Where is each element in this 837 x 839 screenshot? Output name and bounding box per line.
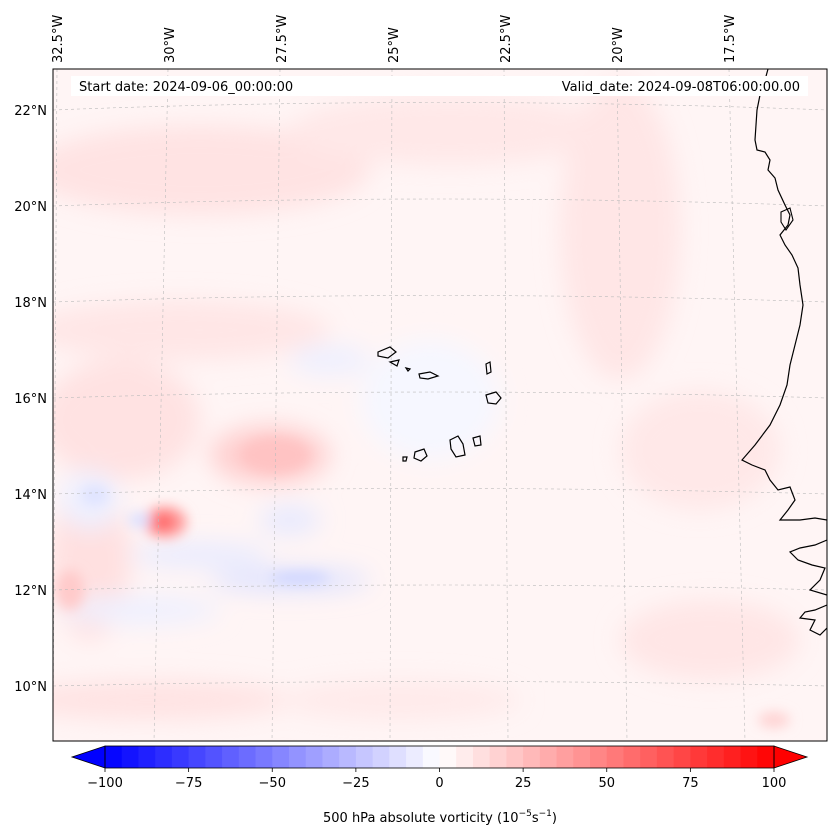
colorbar-ticks: −100 −75 −50 −25 0 25 50 75 100 — [87, 768, 786, 791]
colorbar-cell — [539, 746, 558, 768]
lat-tick-label: 14°N — [14, 488, 47, 503]
colorbar-extend-low — [70, 745, 106, 769]
colorbar-tick-label: 100 — [762, 776, 787, 791]
colorbar-tick-label: 75 — [682, 776, 699, 791]
gridlines — [53, 69, 827, 741]
map-frame — [52, 68, 828, 742]
colorbar-cell — [740, 746, 758, 768]
colorbar-cell — [222, 746, 240, 768]
colorbar-cell — [556, 746, 574, 768]
colorbar-cell — [138, 746, 156, 768]
lat-tick-label: 10°N — [14, 680, 47, 695]
colorbar-cell — [339, 746, 357, 768]
lat-tick-label: 12°N — [14, 584, 47, 599]
colorbar-tick-label: −100 — [87, 776, 123, 791]
colorbar-cell — [439, 746, 457, 768]
colorbar-cell — [406, 746, 424, 768]
valid-date-label: Valid_date: 2024-09-08T06:00:00.00 — [562, 80, 800, 95]
colorbar-cell — [322, 746, 340, 768]
colorbar-cell — [673, 746, 691, 768]
colorbar-tick-label: −25 — [342, 776, 369, 791]
colorbar-label: 500 hPa absolute vorticity (10−5s−1) — [323, 809, 557, 826]
lat-tick-label: 20°N — [14, 200, 47, 215]
colorbar-cell — [155, 746, 173, 768]
colorbar-cell — [489, 746, 507, 768]
lon-tick-label: 25°W — [387, 27, 402, 63]
colorbar-cell — [205, 746, 223, 768]
colorbar-tick-label: −75 — [175, 776, 202, 791]
colorbar-cell — [640, 746, 658, 768]
colorbar-extend-high — [773, 745, 809, 769]
lon-tick-label: 30°W — [163, 27, 178, 63]
latitude-labels: 22°N 20°N 18°N 16°N 14°N 12°N 10°N — [14, 104, 47, 695]
colorbar-cell — [372, 746, 390, 768]
colorbar-tick-label: 25 — [515, 776, 532, 791]
colorbar-cell — [305, 746, 323, 768]
colorbar-cell — [723, 746, 742, 768]
colorbar-cell — [707, 746, 725, 768]
longitude-labels: 32.5°W 30°W 27.5°W 25°W 22.5°W 20°W 17.5°W — [51, 15, 738, 63]
colorbar-cell — [255, 746, 273, 768]
date-info-box: Start date: 2024-09-06_00:00:00 Valid_da… — [71, 76, 808, 96]
lon-tick-label: 32.5°W — [51, 15, 66, 63]
africa-coastline-guinea — [798, 604, 827, 636]
cape-verde-islands — [377, 346, 502, 462]
colorbar-cell — [171, 746, 190, 768]
colorbar: −100 −75 −50 −25 0 25 50 75 100 500 hPa absolute… — [70, 745, 809, 826]
colorbar-cell — [656, 746, 675, 768]
lat-tick-label: 18°N — [14, 296, 47, 311]
lon-tick-label: 17.5°W — [723, 15, 738, 63]
lon-tick-label: 27.5°W — [275, 15, 290, 63]
lon-tick-label: 20°W — [611, 27, 626, 63]
colorbar-cell — [355, 746, 374, 768]
colorbar-cells — [105, 746, 775, 768]
colorbar-cell — [523, 746, 541, 768]
colorbar-cell — [288, 746, 307, 768]
lon-tick-label: 22.5°W — [499, 15, 514, 63]
colorbar-cell — [389, 746, 407, 768]
colorbar-cell — [472, 746, 491, 768]
colorbar-cell — [573, 746, 591, 768]
colorbar-cell — [690, 746, 708, 768]
colorbar-cell — [757, 746, 775, 768]
vorticity-field — [53, 69, 827, 741]
colorbar-tick-label: 0 — [435, 776, 443, 791]
start-date-label: Start date: 2024-09-06_00:00:00 — [79, 80, 293, 95]
colorbar-cell — [590, 746, 608, 768]
colorbar-cell — [188, 746, 206, 768]
colorbar-tick-label: −50 — [259, 776, 286, 791]
colorbar-tick-label: 50 — [598, 776, 615, 791]
colorbar-cell — [506, 746, 524, 768]
colorbar-cell — [623, 746, 641, 768]
colorbar-cell — [456, 746, 474, 768]
colorbar-cell — [238, 746, 257, 768]
colorbar-cell — [121, 746, 139, 768]
africa-coastline — [741, 69, 827, 521]
colorbar-cell — [606, 746, 624, 768]
island-canary-small — [780, 207, 794, 231]
colorbar-cell — [105, 746, 123, 768]
africa-coastline-south — [788, 520, 827, 596]
lat-tick-label: 22°N — [14, 104, 47, 119]
colorbar-cell — [272, 746, 290, 768]
lat-tick-label: 16°N — [14, 392, 47, 407]
colorbar-cell — [422, 746, 440, 768]
